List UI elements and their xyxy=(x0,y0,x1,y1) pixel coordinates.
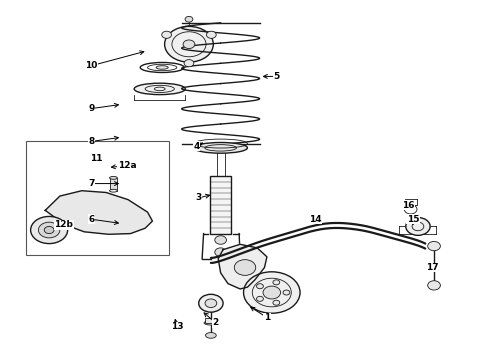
Circle shape xyxy=(44,226,54,234)
Bar xyxy=(210,176,231,234)
Ellipse shape xyxy=(134,216,156,221)
Circle shape xyxy=(215,248,226,256)
Circle shape xyxy=(38,222,60,238)
Circle shape xyxy=(215,236,226,244)
Circle shape xyxy=(257,296,264,301)
Circle shape xyxy=(234,260,256,275)
Text: 10: 10 xyxy=(85,61,98,70)
Text: 8: 8 xyxy=(88,137,95,146)
Circle shape xyxy=(257,284,264,289)
Ellipse shape xyxy=(134,230,156,235)
Text: 14: 14 xyxy=(309,215,322,224)
Polygon shape xyxy=(218,244,267,289)
Text: 11: 11 xyxy=(90,154,102,163)
Text: 13: 13 xyxy=(171,322,183,331)
Ellipse shape xyxy=(110,189,117,192)
Circle shape xyxy=(162,31,172,39)
Circle shape xyxy=(30,216,68,244)
Bar xyxy=(110,178,117,191)
Text: 3: 3 xyxy=(196,193,202,202)
Text: 2: 2 xyxy=(213,318,219,327)
Circle shape xyxy=(184,60,194,67)
Ellipse shape xyxy=(194,143,247,153)
Polygon shape xyxy=(45,191,152,234)
Bar xyxy=(26,141,170,255)
Text: 7: 7 xyxy=(88,179,95,188)
Text: 15: 15 xyxy=(407,215,419,224)
Bar xyxy=(205,318,217,323)
Ellipse shape xyxy=(204,321,218,325)
Circle shape xyxy=(205,299,217,307)
Circle shape xyxy=(263,286,281,299)
Text: 1: 1 xyxy=(264,313,270,322)
Circle shape xyxy=(199,294,223,312)
Circle shape xyxy=(183,40,195,49)
Ellipse shape xyxy=(134,83,185,95)
Circle shape xyxy=(428,242,441,251)
Circle shape xyxy=(428,281,441,290)
Text: 12b: 12b xyxy=(54,220,73,229)
Circle shape xyxy=(165,26,213,62)
Circle shape xyxy=(273,280,280,285)
Text: 16: 16 xyxy=(402,201,415,210)
Circle shape xyxy=(206,31,216,39)
Circle shape xyxy=(244,272,300,313)
Text: 9: 9 xyxy=(88,104,95,113)
Bar xyxy=(134,218,156,233)
Circle shape xyxy=(185,17,193,22)
Ellipse shape xyxy=(110,176,117,179)
Circle shape xyxy=(406,217,430,235)
Text: 17: 17 xyxy=(426,263,439,272)
Ellipse shape xyxy=(205,333,216,338)
Text: 6: 6 xyxy=(88,215,95,224)
Text: 4: 4 xyxy=(193,141,199,150)
Circle shape xyxy=(273,300,280,305)
Circle shape xyxy=(283,290,290,295)
Text: 12a: 12a xyxy=(118,161,136,170)
Ellipse shape xyxy=(156,66,168,69)
Text: 5: 5 xyxy=(273,72,280,81)
